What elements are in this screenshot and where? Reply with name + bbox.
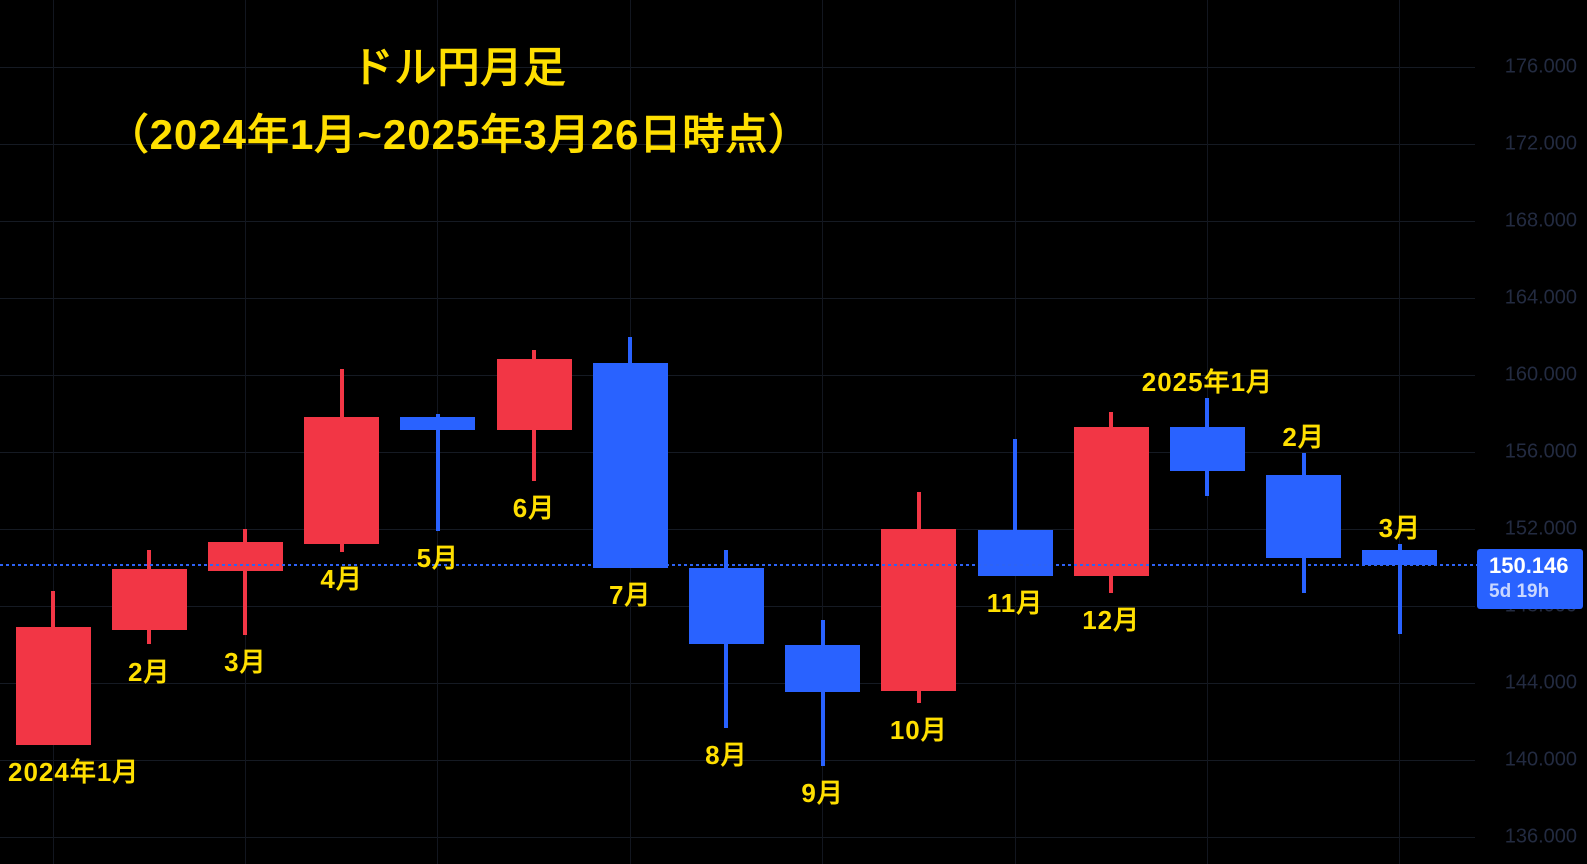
gridline-horizontal	[0, 375, 1475, 376]
candle-body-7月	[592, 363, 668, 569]
candle-body-11月	[977, 529, 1053, 577]
candle-body-3月	[207, 542, 283, 572]
price-axis-label: 164.000	[1504, 286, 1577, 309]
month-label-4月: 4月	[320, 564, 363, 595]
month-label-12月: 12月	[1082, 605, 1141, 636]
bar-countdown: 5d 19h	[1489, 580, 1550, 602]
candle-body-2月	[1266, 475, 1342, 558]
gridline-horizontal	[0, 298, 1475, 299]
month-label-6月: 6月	[512, 492, 556, 523]
month-label-2024年1月: 2024年1月	[8, 756, 140, 787]
gridline-horizontal	[0, 837, 1475, 838]
price-axis-label: 152.000	[1504, 517, 1577, 540]
chart-title: ドル円月足 （2024年1月~2025年3月26日時点）	[30, 34, 888, 168]
candle-body-8月	[688, 568, 764, 644]
gridline-horizontal	[0, 67, 1475, 68]
candle-body-4月	[304, 417, 380, 545]
price-axis-label: 140.000	[1504, 748, 1577, 771]
candle-body-9月	[785, 644, 861, 692]
current-price-value: 150.146	[1489, 552, 1569, 578]
candle-body-3月	[1362, 550, 1438, 565]
month-label-7月: 7月	[608, 580, 652, 611]
gridline-horizontal	[0, 144, 1475, 145]
candle-wick	[243, 529, 248, 635]
month-label-2月: 2月	[127, 656, 171, 687]
current-price-line	[0, 563, 1477, 566]
gridline-horizontal	[0, 760, 1475, 761]
price-axis-label: 172.000	[1504, 132, 1577, 155]
gridline-vertical	[1399, 0, 1401, 864]
candle-body-6月	[496, 358, 572, 430]
current-price-badge: 150.146 5d 19h	[1477, 548, 1583, 609]
month-label-9月: 9月	[801, 777, 844, 808]
candle-wick	[435, 413, 440, 531]
candle-body-5月	[400, 417, 476, 430]
chart-title-line2: （2024年1月~2025年3月26日時点）	[106, 111, 812, 158]
month-label-10月: 10月	[889, 715, 948, 746]
gridline-horizontal	[0, 221, 1475, 222]
gridline-vertical	[822, 0, 824, 864]
chart-title-line1: ドル円月足	[351, 44, 567, 91]
price-axis-label: 160.000	[1504, 363, 1577, 386]
price-axis-label: 168.000	[1504, 209, 1577, 232]
candle-wick	[1397, 544, 1402, 634]
month-label-2月: 2月	[1282, 421, 1325, 452]
gridline-horizontal	[0, 452, 1475, 453]
month-label-11月: 11月	[986, 588, 1044, 619]
month-label-3月: 3月	[1378, 513, 1422, 544]
candle-body-2025年1月	[1169, 426, 1245, 472]
price-axis-label: 136.000	[1504, 825, 1577, 848]
price-axis-label: 176.000	[1504, 55, 1577, 78]
candle-body-2月	[111, 569, 187, 631]
candle-body-2024年1月	[15, 627, 91, 745]
gridline-horizontal	[0, 683, 1475, 684]
gridline-vertical	[1014, 0, 1016, 864]
price-axis-label: 156.000	[1504, 440, 1577, 463]
month-label-8月: 8月	[705, 740, 748, 771]
gridline-horizontal	[0, 529, 1475, 530]
month-label-2025年1月: 2025年1月	[1141, 367, 1274, 398]
month-label-3月: 3月	[224, 646, 267, 677]
candle-wick	[820, 620, 825, 766]
month-label-5月: 5月	[416, 542, 460, 573]
candle-body-10月	[881, 529, 957, 691]
candle-body-12月	[1073, 426, 1149, 577]
gridline-vertical	[244, 0, 246, 864]
price-axis-label: 144.000	[1504, 671, 1577, 694]
candle-wick	[1013, 438, 1017, 577]
gridline-vertical	[52, 0, 54, 864]
